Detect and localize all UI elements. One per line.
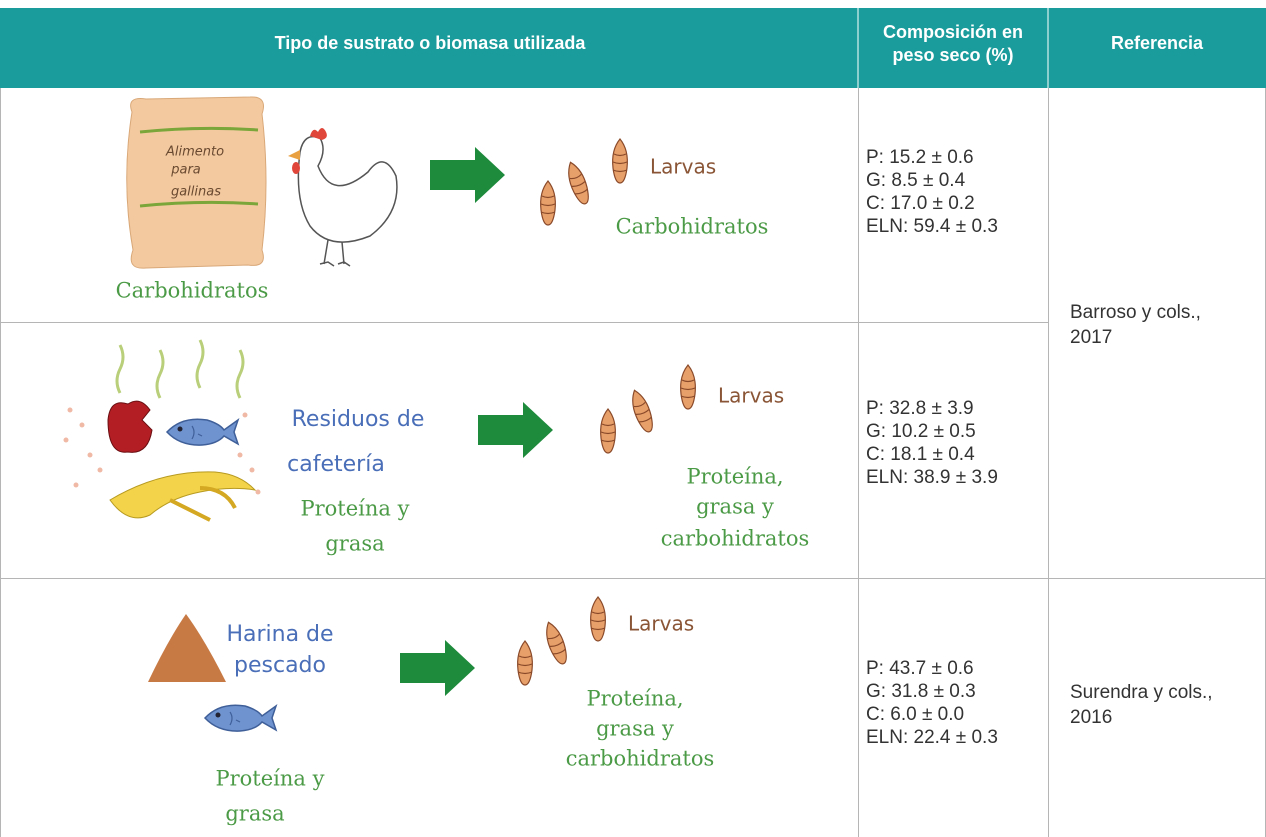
larvae-label: Larvas — [718, 384, 784, 408]
composition: G: 31.8 ± 0.3 — [866, 681, 976, 702]
composition: P: 32.8 ± 3.9 — [866, 398, 974, 419]
result-label: Proteína, — [586, 687, 683, 711]
source-label: Carbohidratos — [116, 279, 269, 303]
composition: P: 15.2 ± 0.6 — [866, 147, 974, 168]
illustration — [148, 597, 605, 731]
header-composition: peso seco (%) — [892, 45, 1013, 65]
result-label: Proteína, — [686, 465, 783, 489]
reference: 2017 — [1070, 327, 1112, 348]
reference: 2016 — [1070, 707, 1112, 728]
composition: G: 8.5 ± 0.4 — [866, 170, 966, 191]
composition: ELN: 59.4 ± 0.3 — [866, 216, 998, 237]
sack-label: para — [170, 163, 201, 178]
result-label: Carbohidratos — [616, 215, 769, 239]
larvae-label: Larvas — [650, 155, 716, 179]
composition: P: 43.7 ± 0.6 — [866, 658, 974, 679]
composition: C: 6.0 ± 0.0 — [866, 704, 964, 725]
composition: C: 18.1 ± 0.4 — [866, 444, 975, 465]
source-name: cafetería — [287, 452, 385, 477]
composition: G: 10.2 ± 0.5 — [866, 421, 976, 442]
illustration — [126, 96, 628, 269]
composition: ELN: 22.4 ± 0.3 — [866, 727, 998, 748]
illustration — [63, 339, 696, 522]
larvae-label: Larvas — [628, 612, 694, 636]
source-label: grasa — [225, 802, 284, 826]
header-substrate: Tipo de sustrato o biomasa utilizada — [275, 33, 587, 53]
source-label: Proteína y — [216, 767, 325, 791]
sack-label: Alimento — [165, 145, 224, 160]
result-label: carbohidratos — [566, 747, 715, 771]
source-name: Residuos de — [292, 407, 425, 432]
header-composition: Composición en — [883, 22, 1023, 42]
result-label: grasa y — [596, 717, 674, 741]
composition: C: 17.0 ± 0.2 — [866, 193, 975, 214]
composition: ELN: 38.9 ± 3.9 — [866, 467, 998, 488]
result-label: carbohidratos — [661, 527, 810, 551]
reference: Surendra y cols., — [1070, 682, 1213, 703]
reference: Barroso y cols., — [1070, 302, 1201, 323]
header-bar — [0, 8, 1266, 88]
result-label: grasa y — [696, 495, 774, 519]
table-rules — [0, 88, 1266, 837]
header-reference: Referencia — [1111, 33, 1204, 53]
source-label: Proteína y — [301, 497, 410, 521]
source-label: grasa — [325, 532, 384, 556]
source-name: Harina de — [226, 622, 333, 647]
source-name: pescado — [234, 653, 326, 678]
sack-label: gallinas — [171, 185, 221, 200]
